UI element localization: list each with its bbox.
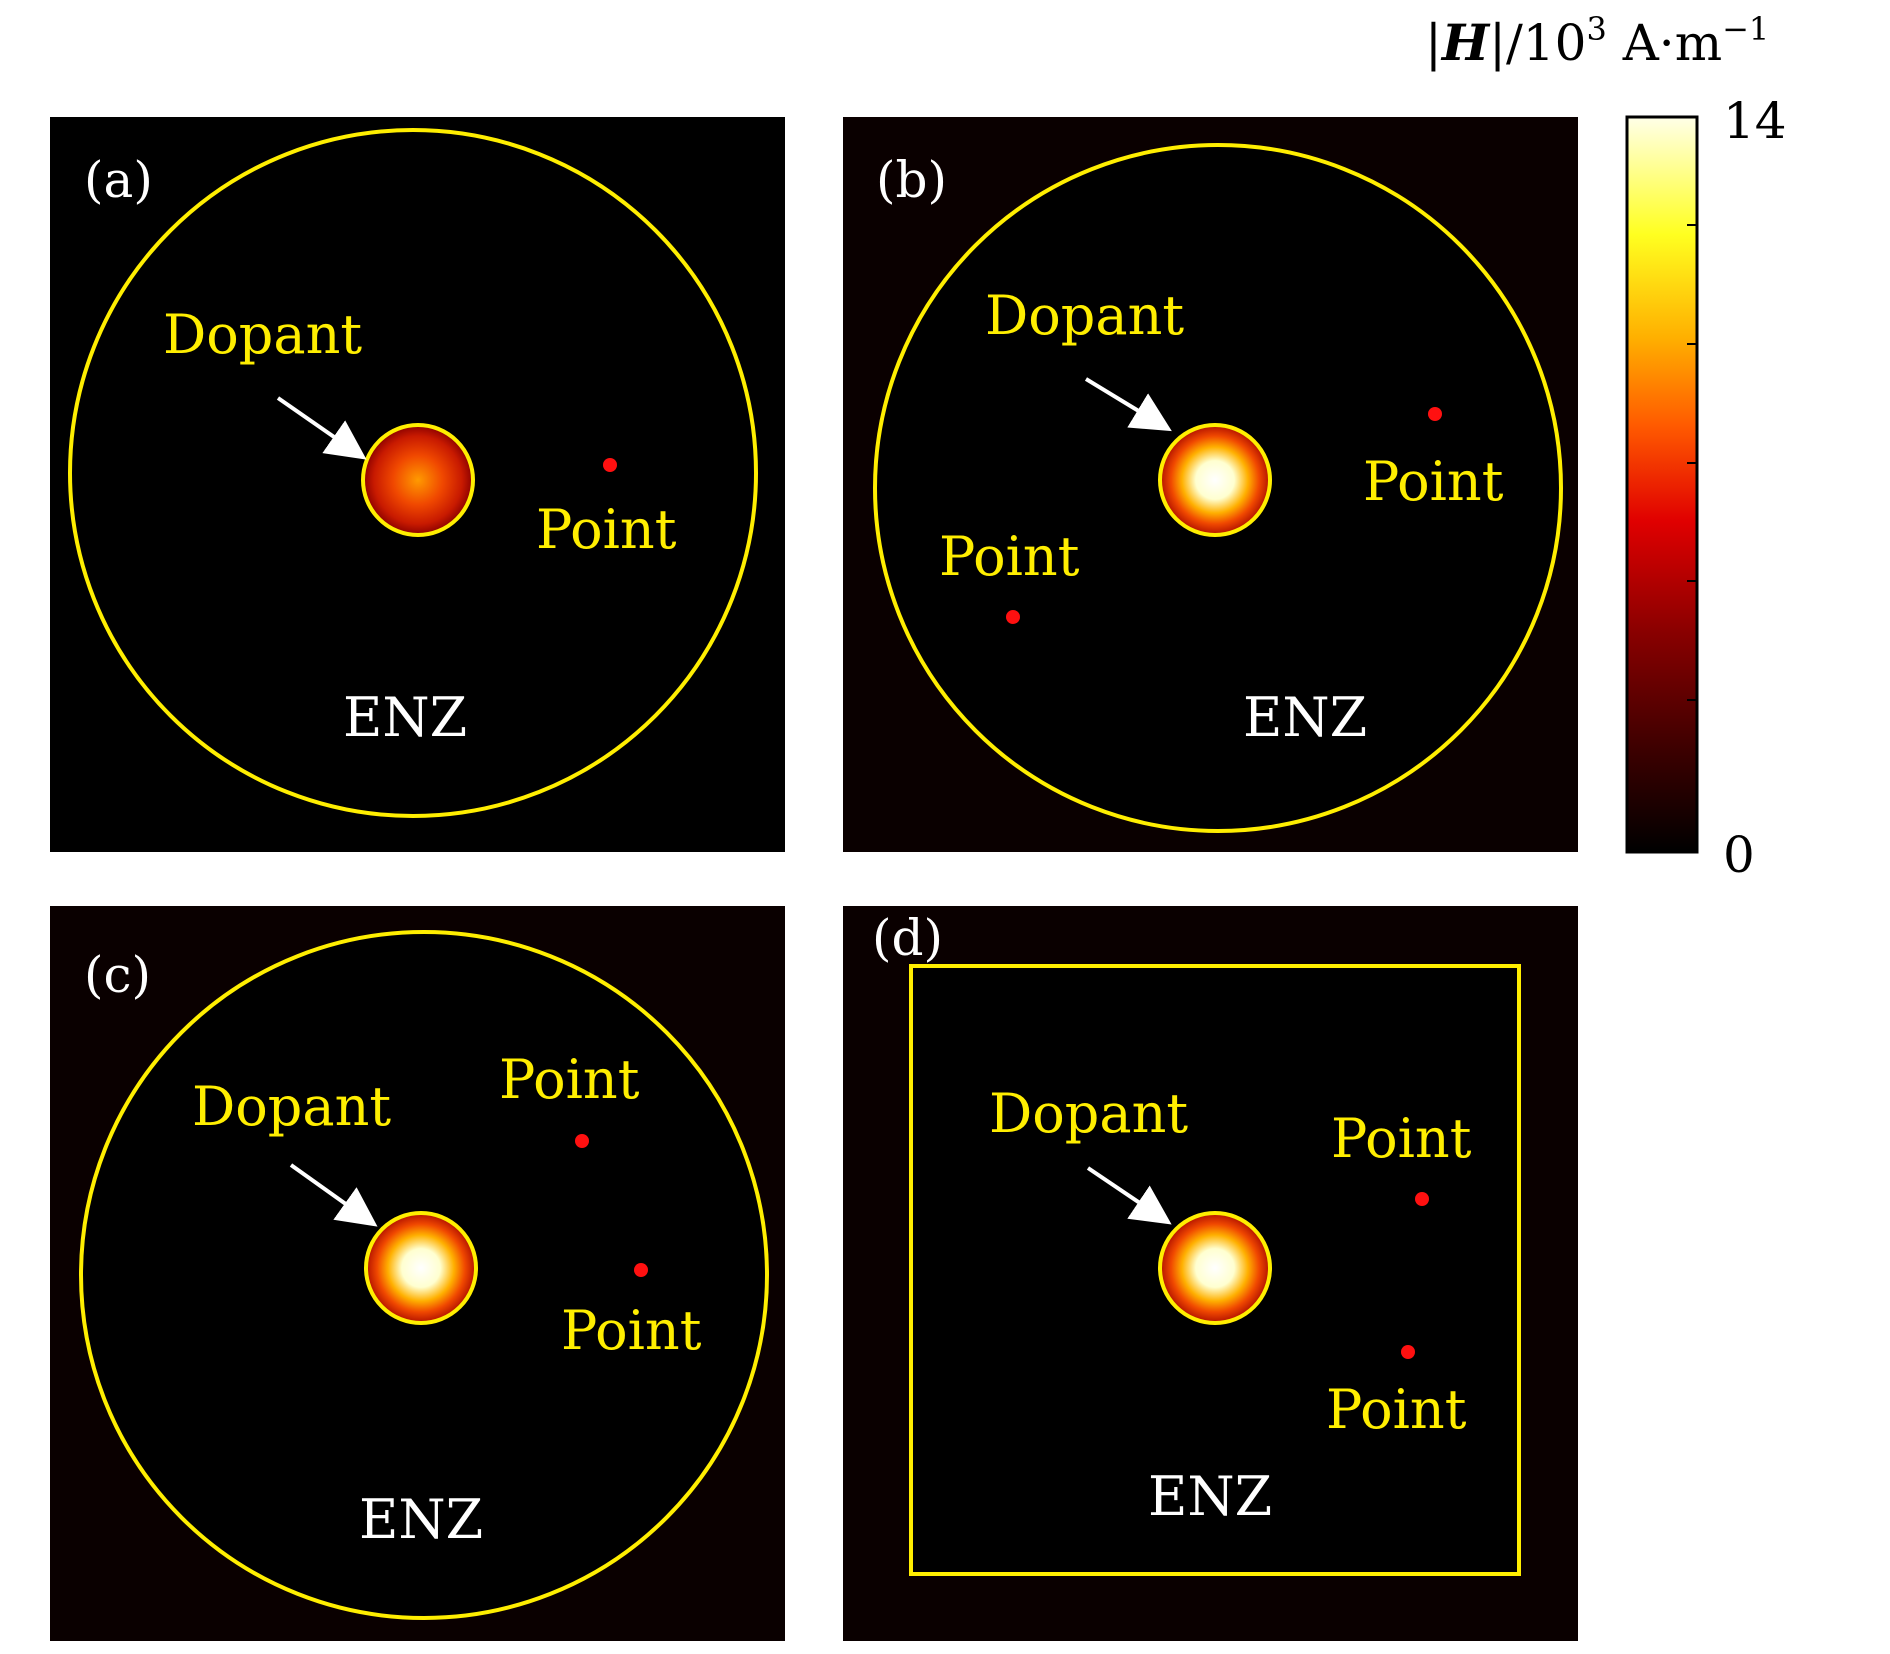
- panel-c-dopant-arrow: [289, 1163, 378, 1227]
- panel-c-dopant-label: Dopant: [192, 1075, 391, 1138]
- panel-a: (a) Dopant Point ENZ: [50, 117, 785, 852]
- panel-d: (d) Dopant Point Point ENZ: [843, 906, 1578, 1641]
- panel-c-enz-label: ENZ: [359, 1488, 483, 1551]
- panel-b-label: (b): [876, 151, 947, 209]
- panel-a-enz-boundary: [68, 128, 758, 818]
- colorbar-gradient: [1625, 115, 1699, 854]
- panel-c-label: (c): [84, 946, 151, 1004]
- panel-b: (b) Dopant Point Point ENZ: [843, 117, 1578, 852]
- panel-d-point-marker-1: [1415, 1192, 1429, 1206]
- panel-c-point-marker-2: [634, 1263, 648, 1277]
- panel-b-point-label-1: Point: [1363, 450, 1504, 513]
- colorbar: |H|/103 A·m−1 14 0: [1425, 10, 1787, 884]
- panel-d-point-marker-2: [1401, 1345, 1415, 1359]
- panel-a-point-label-1: Point: [536, 498, 677, 561]
- colorbar-ticks: [1687, 224, 1697, 701]
- colorbar-max-label: 14: [1723, 92, 1787, 150]
- panel-b-point-label-2: Point: [939, 525, 1080, 588]
- colorbar-title: |H|/103 A·m−1: [1425, 10, 1769, 72]
- panel-d-point-label-2: Point: [1326, 1378, 1467, 1441]
- panel-d-dopant-label: Dopant: [989, 1082, 1188, 1145]
- panel-a-dopant-label: Dopant: [163, 303, 362, 366]
- panel-d-point-label-1: Point: [1331, 1107, 1472, 1170]
- panel-d-enz-label: ENZ: [1148, 1465, 1272, 1528]
- panel-b-point-marker-2: [1006, 610, 1020, 624]
- panel-d-dopant: [1158, 1211, 1272, 1325]
- panel-b-dopant: [1158, 423, 1272, 537]
- panel-b-enz-label: ENZ: [1243, 686, 1367, 749]
- panel-c-point-label-2: Point: [561, 1299, 702, 1362]
- panel-c: (c) Dopant Point Point ENZ: [50, 906, 785, 1641]
- panel-d-dopant-arrow: [1086, 1166, 1172, 1225]
- panel-b-point-marker-1: [1428, 407, 1442, 421]
- panel-a-enz-label: ENZ: [343, 686, 467, 749]
- panel-a-dopant: [361, 423, 475, 537]
- panel-d-label: (d): [872, 909, 943, 967]
- panel-a-label: (a): [84, 151, 153, 209]
- panel-b-dopant-label: Dopant: [985, 284, 1184, 347]
- panel-c-point-label-1: Point: [499, 1048, 640, 1111]
- panel-a-dopant-arrow: [276, 396, 367, 460]
- panel-c-point-marker-1: [575, 1134, 589, 1148]
- panel-c-dopant: [364, 1211, 478, 1325]
- panel-b-dopant-arrow: [1084, 377, 1172, 432]
- colorbar-min-label: 0: [1723, 826, 1755, 884]
- panel-a-point-marker-1: [603, 458, 617, 472]
